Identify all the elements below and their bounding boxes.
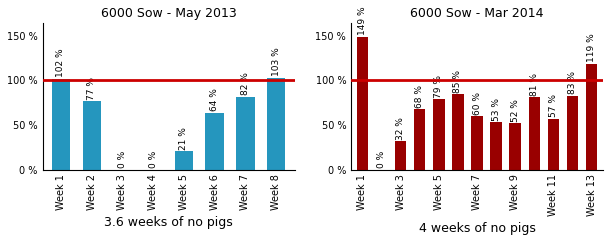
Bar xyxy=(433,99,445,170)
Text: 0 %: 0 % xyxy=(118,151,127,168)
Bar xyxy=(452,94,464,170)
Bar xyxy=(490,122,502,170)
Text: 68 %: 68 % xyxy=(415,85,425,108)
Bar xyxy=(567,96,578,170)
Bar xyxy=(357,37,368,170)
Text: 64 %: 64 % xyxy=(210,88,219,111)
Text: 52 %: 52 % xyxy=(511,99,520,122)
Text: 82 %: 82 % xyxy=(241,72,250,95)
Bar xyxy=(586,63,597,170)
Bar xyxy=(414,109,426,170)
Bar xyxy=(395,141,406,170)
Text: 102 %: 102 % xyxy=(57,49,65,77)
X-axis label: 4 weeks of no pigs: 4 weeks of no pigs xyxy=(418,222,536,235)
Text: 83 %: 83 % xyxy=(568,71,577,94)
Bar xyxy=(174,151,193,170)
Text: 79 %: 79 % xyxy=(434,75,443,98)
Text: 32 %: 32 % xyxy=(396,117,405,140)
Text: 21 %: 21 % xyxy=(179,127,188,150)
Bar xyxy=(472,116,483,170)
Text: 77 %: 77 % xyxy=(87,77,96,100)
Text: 149 %: 149 % xyxy=(358,7,367,35)
Bar xyxy=(548,119,559,170)
Title: 6000 Sow - Mar 2014: 6000 Sow - Mar 2014 xyxy=(411,7,544,20)
Text: 0 %: 0 % xyxy=(149,151,158,168)
Text: 103 %: 103 % xyxy=(271,48,281,76)
Text: 53 %: 53 % xyxy=(492,98,501,121)
Text: 0 %: 0 % xyxy=(377,151,386,168)
Bar xyxy=(529,98,540,170)
Text: 119 %: 119 % xyxy=(587,33,596,62)
Bar xyxy=(82,101,101,170)
Bar xyxy=(206,113,224,170)
Bar xyxy=(267,78,285,170)
Text: 81 %: 81 % xyxy=(530,73,539,96)
Bar xyxy=(509,123,521,170)
Bar xyxy=(52,79,70,170)
X-axis label: 3.6 weeks of no pigs: 3.6 weeks of no pigs xyxy=(104,216,233,229)
Text: 57 %: 57 % xyxy=(549,94,558,117)
Bar xyxy=(236,97,254,170)
Text: 60 %: 60 % xyxy=(473,92,481,115)
Title: 6000 Sow - May 2013: 6000 Sow - May 2013 xyxy=(101,7,237,20)
Text: 85 %: 85 % xyxy=(453,69,462,92)
